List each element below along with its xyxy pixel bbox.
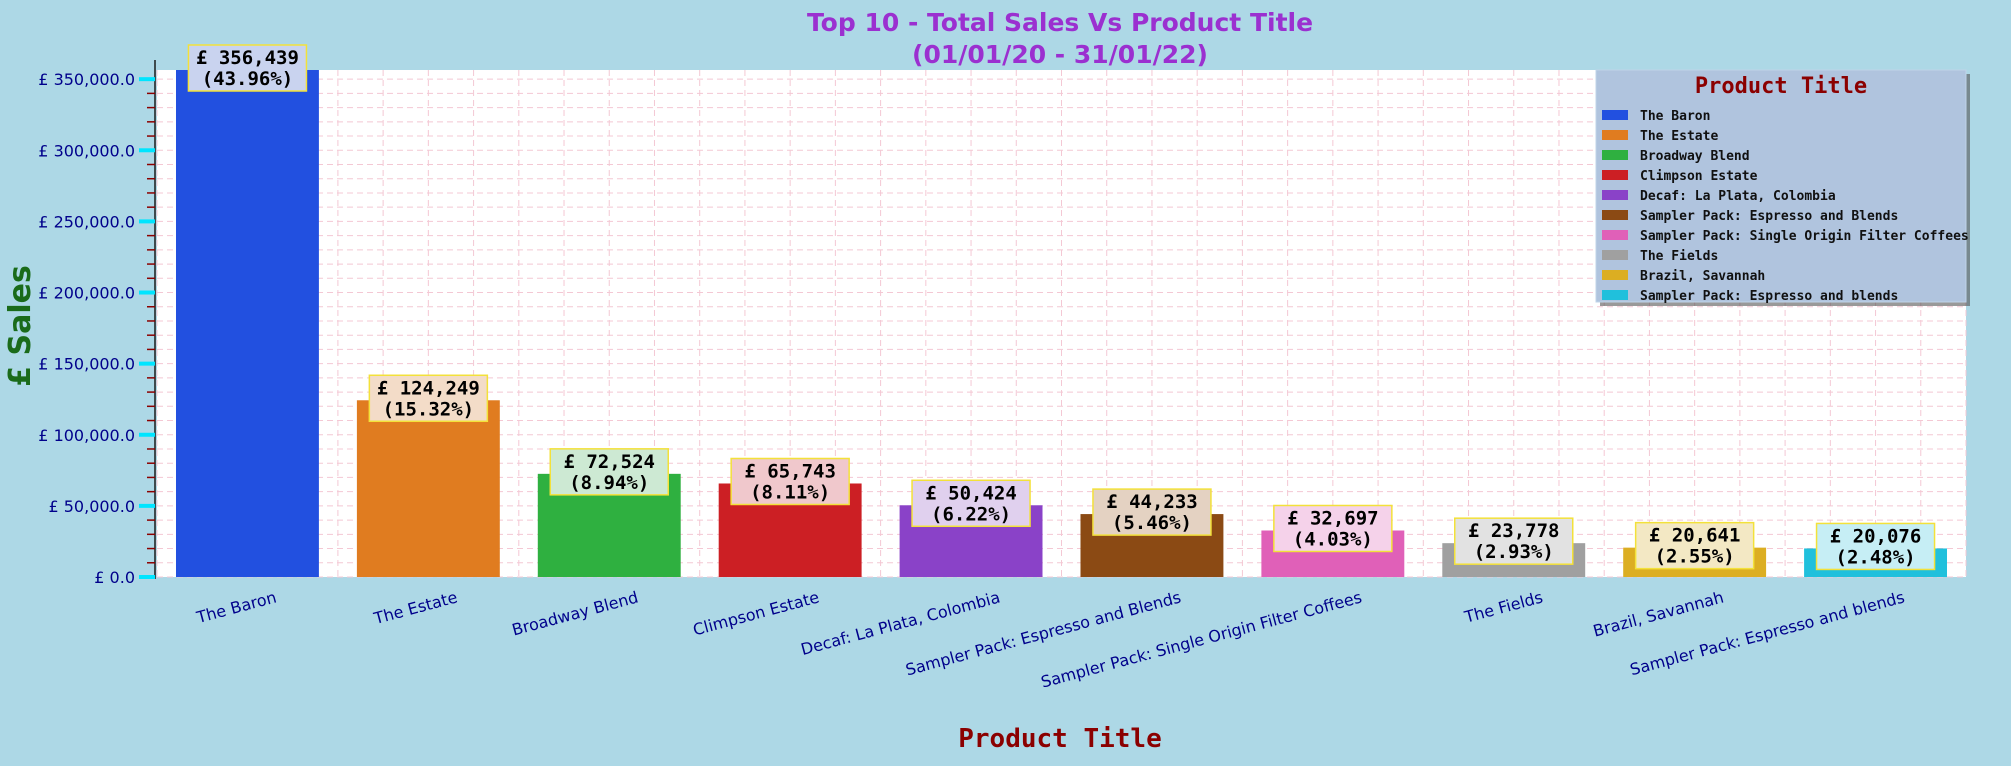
- legend-swatch-10: [1602, 290, 1628, 300]
- value-label-7: £ 32,697(4.03%): [1274, 505, 1392, 551]
- x-tick-label: The Baron: [194, 588, 279, 628]
- legend-entry: The Estate: [1640, 129, 1718, 144]
- y-tick-label: £ 300,000.0: [38, 141, 135, 160]
- x-tick-label: Brazil, Savannah: [1591, 588, 1726, 641]
- chart-title: Top 10 - Total Sales Vs Product Title: [807, 8, 1313, 37]
- percent-label: (8.11%): [750, 481, 830, 503]
- y-tick-label: £ 100,000.0: [38, 426, 135, 445]
- legend-swatch-8: [1602, 250, 1628, 260]
- value-label-2: £ 124,249(15.32%): [369, 375, 487, 421]
- value-label-6: £ 44,233(5.46%): [1093, 489, 1211, 535]
- value-label: £ 32,697: [1287, 507, 1379, 529]
- legend-box: [1596, 70, 1966, 302]
- y-tick-label: £ 50,000.0: [48, 497, 135, 516]
- percent-label: (5.46%): [1112, 512, 1192, 534]
- value-label: £ 23,778: [1468, 520, 1560, 542]
- percent-label: (2.55%): [1655, 546, 1735, 568]
- legend-entry: Brazil, Savannah: [1640, 269, 1765, 284]
- legend-entry: The Fields: [1640, 249, 1718, 264]
- legend-swatch-9: [1602, 270, 1628, 280]
- legend-entry: Sampler Pack: Espresso and blends: [1640, 289, 1898, 304]
- y-tick-label: £ 350,000.0: [38, 70, 135, 89]
- value-label-5: £ 50,424(6.22%): [912, 480, 1030, 526]
- percent-label: (43.96%): [202, 68, 294, 90]
- legend-entry: The Baron: [1640, 109, 1710, 124]
- value-label: £ 44,233: [1106, 491, 1198, 513]
- percent-label: (2.48%): [1836, 546, 1916, 568]
- x-tick-label: The Fields: [1462, 588, 1545, 627]
- legend-swatch-2: [1602, 130, 1628, 140]
- y-tick-label: £ 200,000.0: [38, 284, 135, 303]
- value-label-9: £ 20,641(2.55%): [1636, 523, 1754, 569]
- legend-entry: Sampler Pack: Single Origin Filter Coffe…: [1640, 229, 1969, 244]
- value-label: £ 50,424: [925, 482, 1017, 504]
- legend-entry: Decaf: La Plata, Colombia: [1640, 189, 1836, 204]
- legend-swatch-5: [1602, 190, 1628, 200]
- value-label: £ 356,439: [196, 47, 299, 69]
- legend-swatch-7: [1602, 230, 1628, 240]
- y-tick-label: £ 0.0: [94, 568, 135, 587]
- y-axis-label: £ Sales: [3, 265, 38, 387]
- y-tick-label: £ 150,000.0: [38, 355, 135, 374]
- percent-label: (6.22%): [931, 503, 1011, 525]
- legend-swatch-4: [1602, 170, 1628, 180]
- legend-swatch-6: [1602, 210, 1628, 220]
- legend-entry: Sampler Pack: Espresso and Blends: [1640, 209, 1898, 224]
- bar-1: [176, 70, 319, 577]
- value-label-3: £ 72,524(8.94%): [550, 449, 668, 495]
- value-label-8: £ 23,778(2.93%): [1455, 518, 1573, 564]
- value-label: £ 72,524: [563, 451, 655, 473]
- x-tick-label: Broadway Blend: [510, 588, 640, 640]
- legend-swatch-1: [1602, 110, 1628, 120]
- value-label: £ 65,743: [744, 460, 836, 482]
- value-label-1: £ 356,439(43.96%): [188, 45, 306, 91]
- legend-title: Product Title: [1695, 74, 1867, 99]
- value-label-4: £ 65,743(8.11%): [731, 458, 849, 504]
- x-axis-label: Product Title: [958, 724, 1162, 754]
- x-tick-label: The Estate: [371, 588, 459, 629]
- x-tick-label: Sampler Pack: Single Origin Filter Coffe…: [1039, 588, 1364, 692]
- legend-entry: Climpson Estate: [1640, 169, 1758, 184]
- value-label: £ 124,249: [377, 377, 480, 399]
- y-tick-label: £ 250,000.0: [38, 212, 135, 231]
- bar-2: [357, 400, 500, 577]
- x-tick-label: Climpson Estate: [691, 588, 821, 640]
- chart-subtitle: (01/01/20 - 31/01/22): [912, 40, 1208, 69]
- value-label: £ 20,641: [1649, 525, 1741, 547]
- percent-label: (2.93%): [1474, 541, 1554, 563]
- legend-swatch-3: [1602, 150, 1628, 160]
- percent-label: (15.32%): [383, 398, 475, 420]
- percent-label: (8.94%): [569, 472, 649, 494]
- value-label: £ 20,076: [1830, 525, 1922, 547]
- percent-label: (4.03%): [1293, 528, 1373, 550]
- legend-entry: Broadway Blend: [1640, 149, 1750, 164]
- value-label-10: £ 20,076(2.48%): [1817, 523, 1935, 569]
